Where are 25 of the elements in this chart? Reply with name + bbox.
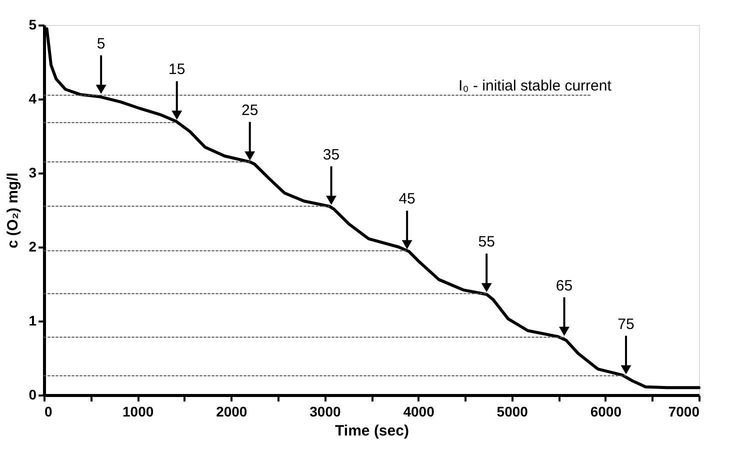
- x-tick-label: 7000: [668, 404, 700, 420]
- x-tick-label: 2000: [216, 404, 248, 420]
- y-axis-title: c (O₂) mg/l: [4, 172, 22, 248]
- annotation: 25: [242, 102, 258, 119]
- x-tick-label: 5000: [496, 404, 528, 420]
- x-tick-label: 1000: [122, 404, 154, 420]
- annotation: 65: [556, 277, 573, 294]
- annotation: 45: [398, 190, 416, 208]
- y-tick-label: 0: [28, 386, 37, 402]
- series-label: I₀ - initial stable current: [458, 77, 612, 94]
- x-tick-label: 3000: [310, 404, 341, 420]
- y-tick-label: 2: [28, 238, 37, 254]
- y-tick-label: 1: [28, 312, 37, 328]
- x-tick-label: 6000: [590, 404, 622, 420]
- x-tick-label: 4000: [403, 404, 435, 420]
- y-tick-label: 4: [28, 90, 37, 106]
- x-tick-label: 0: [44, 404, 52, 420]
- y-tick-label: 3: [28, 164, 37, 180]
- annotation: 15: [168, 61, 186, 78]
- x-axis-title: Time (sec): [335, 422, 409, 440]
- annotation: 5: [96, 35, 106, 52]
- annotation: 35: [322, 146, 340, 164]
- annotation: 55: [478, 234, 495, 251]
- annotation: 75: [618, 316, 634, 333]
- y-tick-label: 5: [28, 16, 37, 32]
